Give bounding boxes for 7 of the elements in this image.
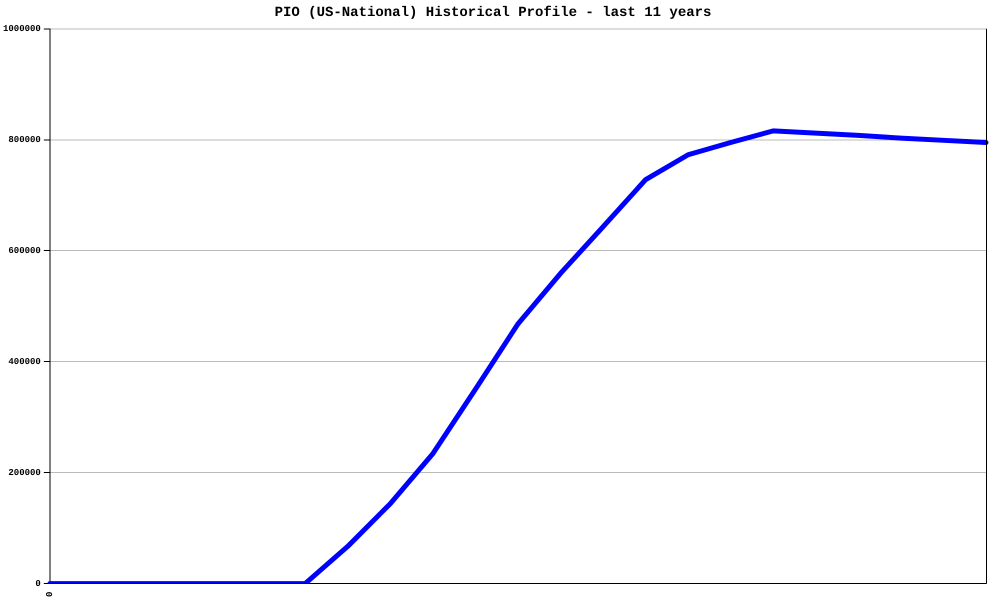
y-tick-label: 600000 xyxy=(8,246,41,256)
y-tick-label: 0 xyxy=(35,578,41,589)
y-tick-label: 200000 xyxy=(8,468,41,478)
y-tick-label: 800000 xyxy=(8,135,41,146)
y-tick-label: 1000000 xyxy=(2,24,41,34)
chart-title: PIO (US-National) Historical Profile - last 11 years xyxy=(274,4,712,21)
y-tick-label: 400000 xyxy=(8,356,41,367)
